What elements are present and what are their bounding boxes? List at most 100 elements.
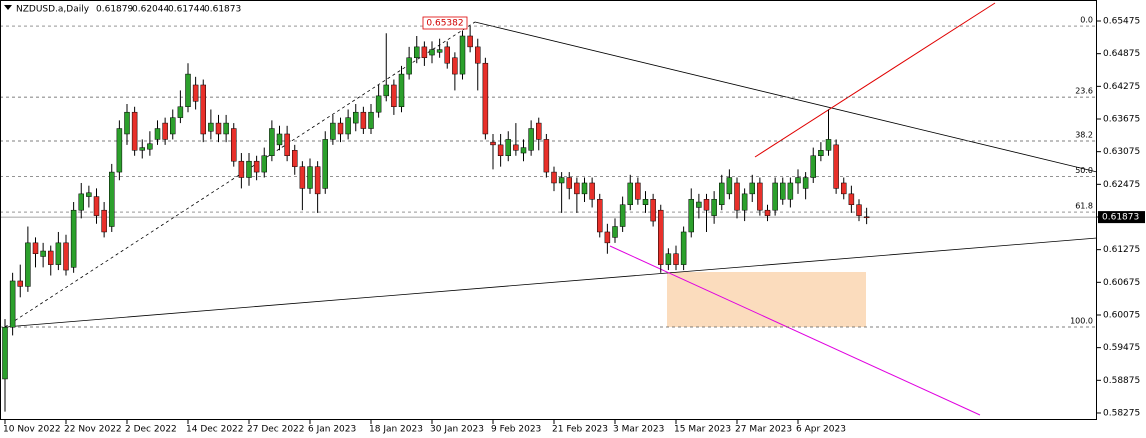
candle-body [780, 182, 786, 200]
candle-body [307, 166, 313, 189]
candle-body [551, 171, 557, 184]
candle-body [513, 144, 519, 151]
candle-body [741, 193, 748, 211]
candle-body [680, 231, 687, 265]
candle-body [284, 133, 290, 157]
candle-body [375, 95, 382, 113]
candle-body [398, 73, 405, 108]
price-label: 0.65382 [426, 19, 463, 29]
current-price-label: 0.61873 [1102, 213, 1139, 223]
candle-body [131, 111, 138, 151]
candle-body [177, 106, 184, 118]
candle-body [459, 35, 466, 75]
candle-body [314, 166, 321, 195]
ohlc-high: 0.62044 [132, 5, 169, 15]
candle-body [391, 84, 397, 108]
candle-body [482, 62, 489, 135]
candle-body [764, 209, 771, 216]
candle-body [9, 280, 16, 328]
fib-label: 38.2 [1075, 131, 1093, 140]
plot [0, 25, 1097, 412]
candle-body [429, 49, 435, 56]
candle-body [345, 117, 351, 135]
candle-body [292, 150, 298, 167]
candle-body [223, 122, 229, 135]
candle-body [490, 141, 496, 146]
candle-body [337, 122, 344, 135]
candle-body [749, 182, 755, 195]
candle-body [101, 209, 107, 233]
candle-body [848, 193, 855, 205]
candle-body [436, 49, 443, 53]
candle-body [856, 204, 862, 216]
candle-body [597, 199, 603, 233]
fib-label: 61.8 [1075, 202, 1093, 211]
candle-body [93, 196, 100, 216]
candle-body [261, 155, 267, 173]
candle-body [139, 147, 145, 151]
x-tick-label: 18 Jan 2023 [369, 425, 423, 435]
candle-body [162, 122, 168, 140]
candle-body [787, 182, 794, 200]
x-tick-label: 14 Dec 2022 [186, 425, 244, 435]
y-tick-label: 0.59475 [1103, 343, 1140, 353]
candle-body [55, 242, 62, 265]
candle-body [520, 147, 527, 154]
candle-body [452, 57, 458, 75]
y-tick-label: 0.60675 [1103, 278, 1140, 288]
plot-frame [0, 0, 1097, 420]
candle-body [208, 122, 214, 132]
candle-body [627, 182, 633, 205]
candle-body [383, 84, 389, 97]
y-tick-label: 0.64275 [1103, 82, 1140, 92]
x-tick-label: 9 Feb 2023 [491, 425, 541, 435]
candle-body [589, 182, 595, 200]
candle-body [772, 182, 778, 211]
x-tick-label: 27 Dec 2022 [247, 425, 305, 435]
candle-body [32, 242, 39, 254]
candle-body [154, 128, 161, 140]
candle-body [604, 231, 611, 244]
candle-body [688, 199, 694, 233]
candle-body [185, 73, 191, 108]
y-tick-label: 0.58275 [1103, 408, 1140, 418]
candle-body [444, 46, 450, 64]
candle-body [231, 128, 237, 162]
candle-body [63, 242, 69, 271]
y-tick-label: 0.58875 [1103, 376, 1140, 386]
candle-body [703, 199, 710, 211]
y-tick-label: 0.63075 [1103, 147, 1140, 157]
fib-label: 50.0 [1075, 166, 1093, 175]
candle-body [497, 144, 504, 157]
candle-body [505, 139, 511, 157]
candle-body [276, 133, 283, 146]
candle-body [696, 201, 702, 208]
collapse-icon [4, 5, 12, 10]
candle-body [619, 204, 626, 227]
candle-body [147, 143, 153, 150]
candle-body [414, 46, 420, 59]
fib-label: 100.0 [1070, 317, 1093, 326]
candle-body [299, 166, 306, 189]
y-tick-label: 0.64875 [1103, 49, 1140, 59]
x-tick-label: 6 Apr 2023 [796, 425, 846, 435]
symbol-label: NZDUSD.a,Daily [16, 5, 90, 15]
candle-body [863, 216, 870, 219]
candle-body [719, 182, 725, 205]
fib-label: 0.0 [1080, 16, 1093, 25]
ohlc-close: 0.61873 [204, 5, 241, 15]
candle-body [78, 193, 84, 211]
candle-body [581, 182, 588, 195]
candle-body [566, 177, 572, 189]
y-tick-label: 0.65475 [1103, 17, 1140, 27]
trendline [609, 245, 981, 416]
candle-body [802, 177, 809, 189]
candle-body [757, 182, 763, 211]
candle-body [269, 128, 275, 157]
candle-body [711, 199, 717, 216]
candle-body [795, 177, 801, 184]
candle-body [124, 111, 130, 135]
candle-body [360, 111, 367, 129]
candle-body [238, 160, 245, 178]
